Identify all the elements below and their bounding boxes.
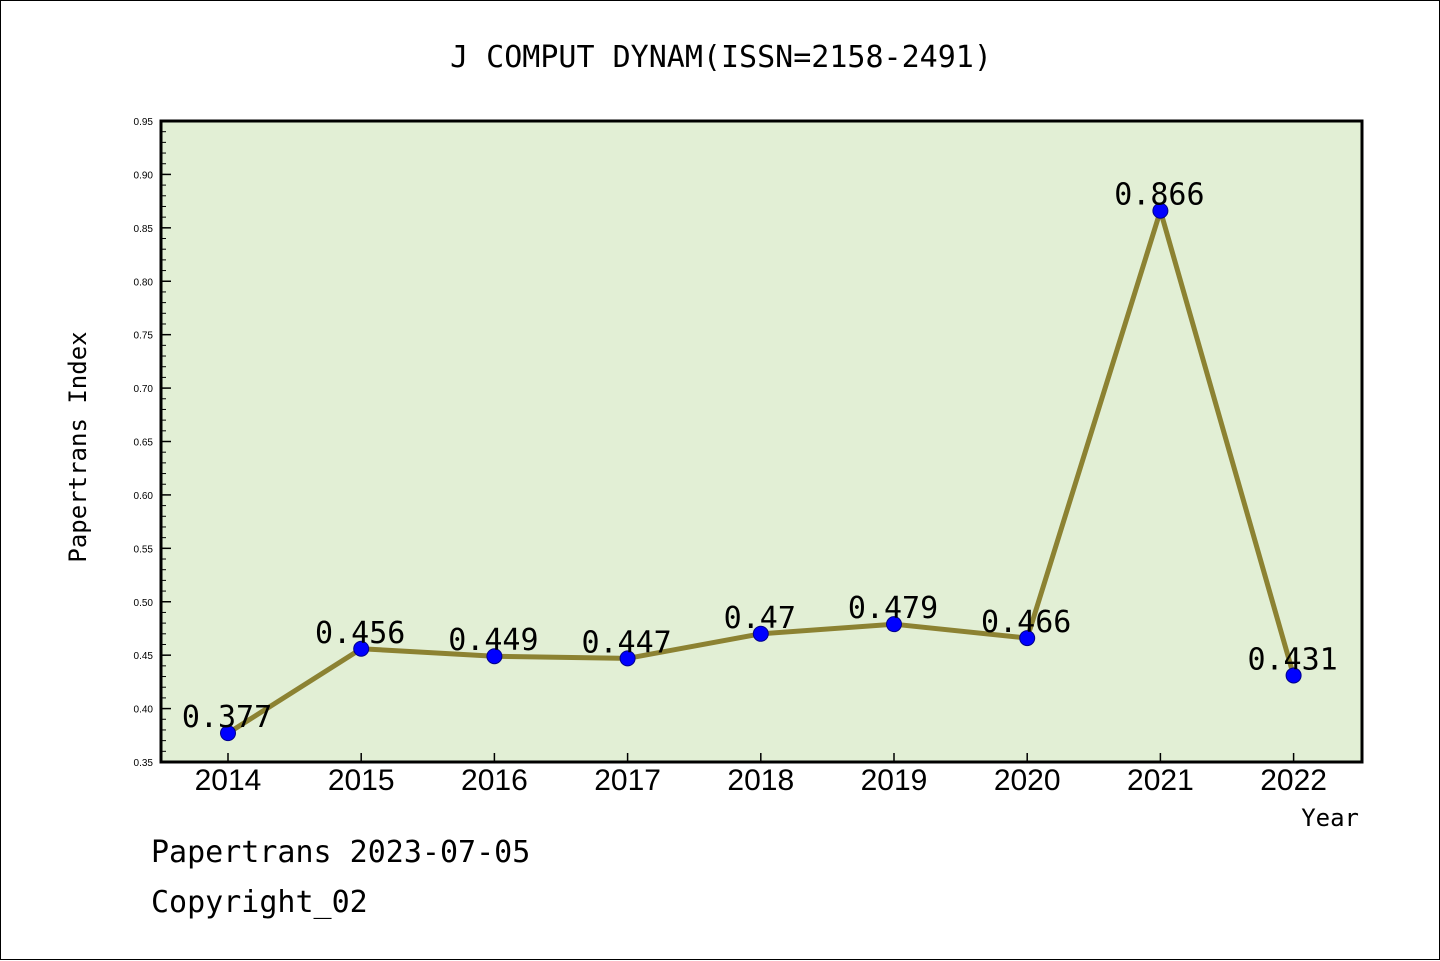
data-label: 0.866 (1114, 178, 1204, 213)
data-label: 0.456 (315, 616, 405, 651)
x-tick-label: 2015 (328, 764, 395, 797)
y-tick-label: 0.70 (134, 384, 154, 395)
y-tick-label: 0.50 (134, 598, 154, 609)
y-tick-label: 0.55 (134, 544, 154, 555)
x-tick-label: 2020 (994, 764, 1061, 797)
footer-copyright: Copyright_02 (151, 885, 368, 920)
data-point (886, 616, 902, 633)
y-tick-label: 0.40 (134, 705, 154, 716)
data-point (486, 648, 503, 665)
data-point (619, 650, 636, 667)
data-label: 0.431 (1247, 642, 1337, 677)
data-labels: 0.377 0.456 0.449 0.447 0.47 0.479 0.466 0.866 0… (182, 178, 1338, 735)
y-tick-label: 0.80 (134, 277, 154, 288)
data-label: 0.479 (848, 591, 938, 626)
y-tick-label: 0.35 (134, 758, 154, 769)
data-points (220, 202, 1302, 742)
data-label: 0.377 (182, 700, 272, 735)
chart-title: J COMPUT DYNAM(ISSN=2158-2491) (450, 40, 992, 75)
x-tick-label: 2021 (1127, 764, 1194, 797)
y-tick-label: 0.90 (134, 170, 154, 181)
y-axis-label: Papertrans Index (64, 331, 92, 562)
x-tick-label: 2016 (461, 764, 528, 797)
plot-area (161, 121, 1362, 762)
data-point (1152, 202, 1169, 219)
y-tick-label: 0.95 (134, 117, 154, 128)
x-axis-label: Year (1301, 804, 1359, 832)
data-point (353, 640, 370, 657)
y-tick-label: 0.45 (134, 651, 154, 662)
y-tick-label: 0.85 (134, 224, 154, 235)
data-label: 0.466 (981, 605, 1071, 640)
data-label: 0.447 (581, 625, 671, 660)
data-label: 0.47 (724, 601, 796, 636)
x-tick-label: 2014 (195, 764, 262, 797)
y-tick-labels: 0.35 0.40 0.45 0.50 0.55 0.60 0.65 0.70 0.75 0.80… (134, 117, 154, 769)
y-tick-label: 0.65 (134, 438, 154, 449)
x-tick-label: 2019 (861, 764, 928, 797)
data-point (1285, 667, 1302, 684)
x-tick-label: 2022 (1260, 764, 1327, 797)
data-point (220, 725, 236, 742)
data-point (752, 625, 769, 642)
y-tick-label: 0.60 (134, 491, 154, 502)
x-tick-labels: 2014 2015 2016 2017 2018 2019 2020 2021 2022 (195, 764, 1327, 797)
data-label: 0.449 (448, 623, 538, 658)
footer-date: Papertrans 2023-07-05 (151, 835, 531, 870)
x-tick-label: 2017 (594, 764, 661, 797)
data-point (1019, 630, 1036, 647)
plot-border (159, 119, 1364, 764)
x-tick-label: 2018 (727, 764, 794, 797)
y-tick-label: 0.75 (134, 331, 154, 342)
